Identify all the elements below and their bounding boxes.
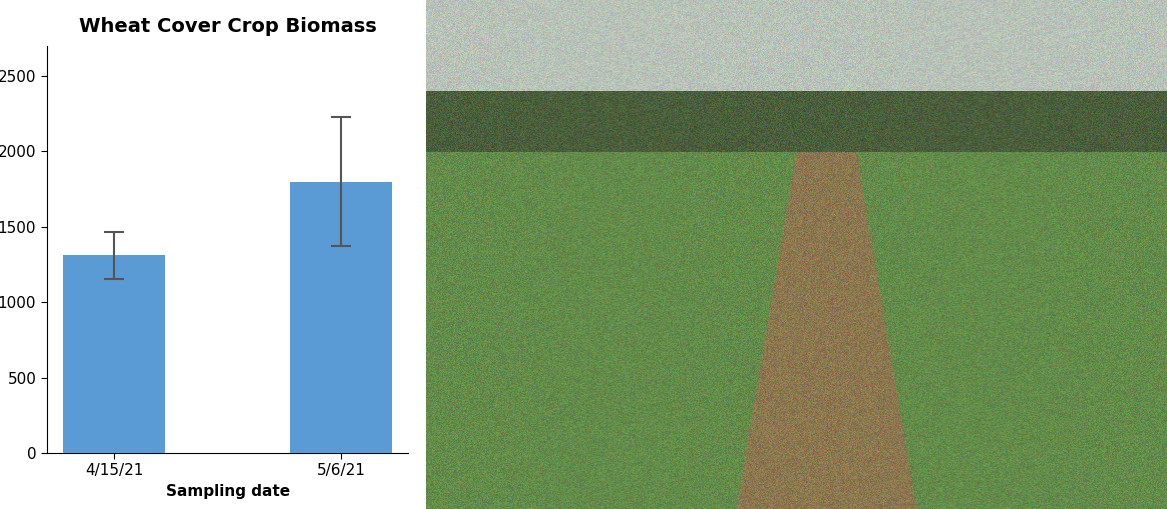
Bar: [63, 256, 166, 453]
Bar: [289, 182, 392, 453]
X-axis label: Sampling date: Sampling date: [166, 484, 289, 499]
Title: Wheat Cover Crop Biomass: Wheat Cover Crop Biomass: [78, 17, 377, 36]
